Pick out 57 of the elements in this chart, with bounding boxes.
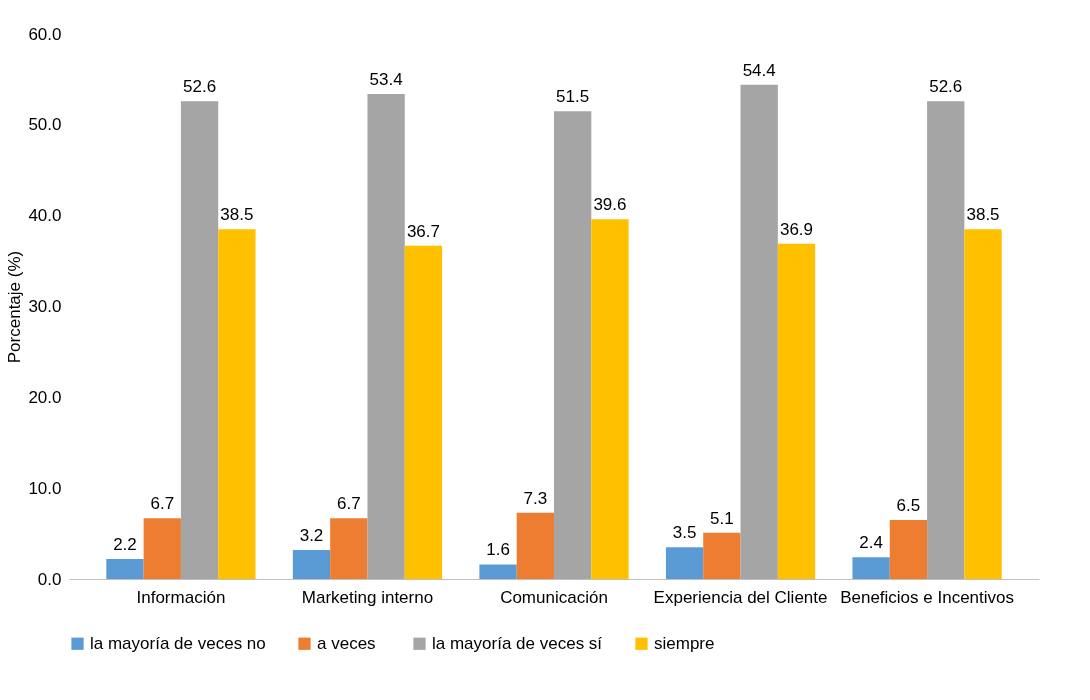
bar bbox=[106, 559, 144, 579]
bar bbox=[180, 101, 219, 579]
bar bbox=[143, 518, 181, 579]
x-tick-label: Comunicación bbox=[500, 587, 608, 607]
bar bbox=[554, 111, 592, 579]
data-label: 2.2 bbox=[113, 535, 137, 555]
legend-label: la mayoría de veces sí bbox=[432, 633, 603, 653]
data-label: 6.7 bbox=[150, 494, 175, 514]
bar bbox=[479, 564, 517, 579]
bar bbox=[964, 229, 1002, 579]
data-label: 36.7 bbox=[406, 221, 440, 241]
bar bbox=[665, 547, 704, 579]
bar bbox=[927, 101, 965, 579]
data-label: 51.5 bbox=[556, 87, 590, 107]
bar bbox=[367, 93, 405, 579]
bar bbox=[852, 557, 890, 579]
data-label: 38.5 bbox=[220, 205, 254, 225]
bar bbox=[777, 243, 816, 579]
x-tick-label: Beneficios e Incentivos bbox=[840, 587, 1015, 607]
bar bbox=[292, 549, 331, 579]
data-label: 7.3 bbox=[523, 488, 548, 508]
y-tick-label: 0.0 bbox=[37, 569, 62, 589]
data-label: 52.6 bbox=[929, 77, 963, 97]
data-label: 36.9 bbox=[779, 219, 814, 239]
legend-label: a veces bbox=[317, 633, 376, 653]
data-label: 5.1 bbox=[710, 508, 734, 528]
y-tick-label: 60.0 bbox=[28, 24, 62, 44]
data-label: 53.4 bbox=[369, 69, 403, 89]
bar bbox=[218, 229, 256, 579]
bar bbox=[404, 245, 443, 579]
y-tick-label: 20.0 bbox=[28, 387, 62, 407]
y-tick-label: 40.0 bbox=[28, 206, 62, 226]
data-label: 3.2 bbox=[299, 525, 324, 545]
y-tick-label: 10.0 bbox=[28, 478, 62, 498]
bar bbox=[889, 519, 928, 579]
x-tick-label: Marketing interno bbox=[301, 587, 434, 607]
data-label: 6.5 bbox=[896, 495, 921, 515]
x-tick-label: Experiencia del Cliente bbox=[653, 587, 828, 607]
data-label: 38.5 bbox=[966, 205, 1000, 225]
bar bbox=[703, 532, 741, 579]
legend-label: la mayoría de veces no bbox=[90, 633, 266, 653]
x-tick-label: Información bbox=[136, 587, 226, 607]
y-tick-label: 30.0 bbox=[28, 297, 62, 316]
bar bbox=[591, 219, 629, 579]
legend-label: siempre bbox=[654, 633, 715, 653]
data-label: 6.7 bbox=[336, 494, 361, 514]
bar bbox=[740, 84, 778, 579]
data-label: 39.6 bbox=[593, 195, 627, 215]
bar bbox=[330, 518, 368, 579]
data-label: 54.4 bbox=[742, 60, 776, 80]
y-axis-title: Porcentaje (%) bbox=[5, 250, 25, 364]
data-label: 52.6 bbox=[183, 77, 217, 97]
bar bbox=[516, 512, 554, 579]
data-label: 3.5 bbox=[672, 523, 697, 543]
data-label: 2.4 bbox=[859, 533, 883, 553]
data-label: 1.6 bbox=[486, 540, 510, 560]
y-tick-label: 50.0 bbox=[28, 115, 62, 135]
